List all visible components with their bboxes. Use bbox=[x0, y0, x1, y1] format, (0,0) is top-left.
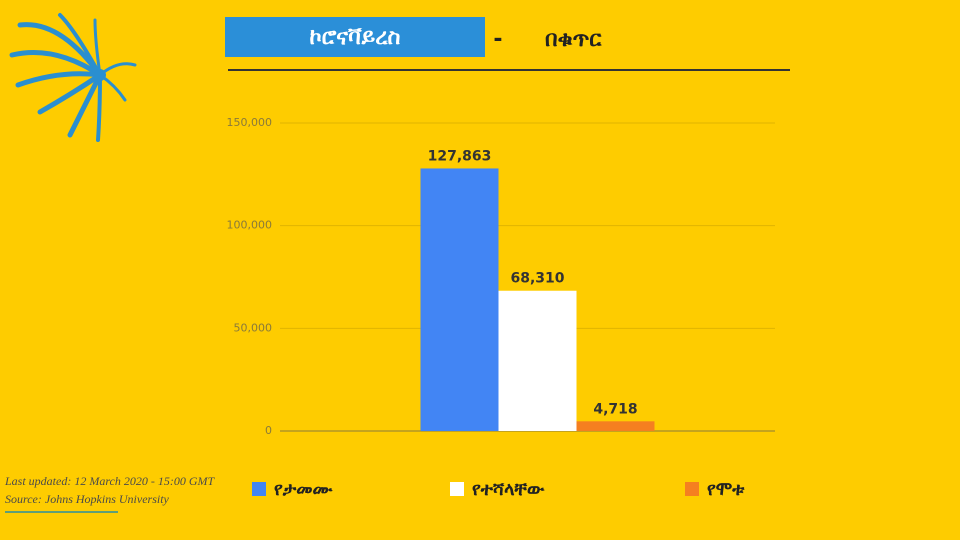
footer-source: Source: Johns Hopkins University bbox=[5, 492, 170, 506]
logo bbox=[9, 13, 137, 142]
legend-label: የታመሙ bbox=[274, 479, 334, 500]
value-label: 127,863 bbox=[428, 148, 492, 164]
legend-label: የተሻላቸው bbox=[472, 479, 545, 500]
y-tick-label: 150,000 bbox=[227, 116, 273, 129]
legend-label: የሞቱ bbox=[707, 479, 745, 500]
y-tick-label: 50,000 bbox=[234, 321, 273, 334]
legend-swatch bbox=[450, 482, 464, 496]
chart-subtitle: በቁጥር bbox=[545, 27, 602, 52]
bar bbox=[420, 168, 499, 431]
y-tick-label: 0 bbox=[265, 424, 272, 437]
legend-swatch bbox=[252, 482, 266, 496]
bar bbox=[498, 290, 577, 431]
bar bbox=[576, 421, 655, 431]
title-separator: - bbox=[493, 27, 502, 52]
footer-updated: Last updated: 12 March 2020 - 15:00 GMT bbox=[4, 474, 216, 488]
value-label: 68,310 bbox=[510, 271, 564, 287]
title-box bbox=[225, 17, 485, 57]
value-label: 4,718 bbox=[593, 401, 637, 417]
y-tick-label: 100,000 bbox=[227, 219, 273, 232]
chart-title: ኮሮናቫይረስ bbox=[310, 25, 401, 50]
legend-swatch bbox=[685, 482, 699, 496]
